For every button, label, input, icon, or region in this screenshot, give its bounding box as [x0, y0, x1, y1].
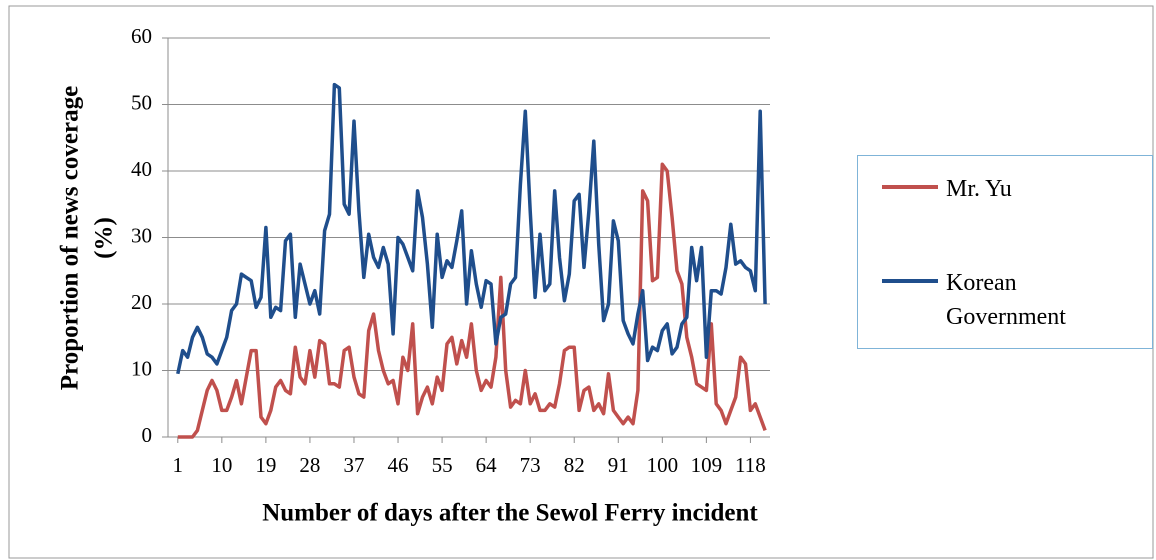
y-axis-title: Proportion of news coverage: [57, 86, 84, 390]
x-tick-label: 118: [735, 453, 766, 477]
x-tick-label: 64: [476, 453, 498, 477]
series-line: [176, 82, 767, 375]
x-tick-label: 91: [608, 453, 629, 477]
y-axis-title: (%): [91, 217, 118, 259]
x-tick-label: 46: [388, 453, 409, 477]
y-tick-label: 60: [131, 24, 152, 48]
legend-label: Korean Government: [946, 270, 1066, 330]
x-tick-label: 82: [564, 453, 585, 477]
legend-label: Mr. Yu: [946, 176, 1012, 202]
series-line: [177, 162, 767, 439]
y-tick-label: 0: [142, 423, 153, 447]
y-tick-label: 10: [131, 356, 152, 380]
x-tick-label: 100: [647, 453, 679, 477]
legend-entry: Mr. Yu: [882, 172, 1116, 206]
x-tick-label: 10: [211, 453, 232, 477]
y-tick-label: 40: [131, 157, 152, 181]
y-tick-label: 30: [131, 223, 152, 247]
x-tick-label: 73: [520, 453, 541, 477]
x-tick-label: 19: [255, 453, 276, 477]
x-tick-label: 109: [691, 453, 723, 477]
legend-swatch: [882, 185, 938, 189]
x-tick-label: 1: [173, 453, 184, 477]
legend-swatch: [882, 279, 938, 283]
x-tick-label: 37: [343, 453, 364, 477]
y-tick-label: 50: [131, 90, 152, 114]
legend: Mr. Yu Korean Government: [857, 155, 1153, 349]
frame: [8, 5, 1154, 559]
y-tick-label: 20: [131, 290, 152, 314]
x-axis-title: Number of days after the Sewol Ferry inc…: [262, 500, 758, 527]
x-tick-label: 28: [299, 453, 320, 477]
legend-entry: Korean Government: [882, 266, 1116, 334]
x-tick-label: 55: [432, 453, 453, 477]
